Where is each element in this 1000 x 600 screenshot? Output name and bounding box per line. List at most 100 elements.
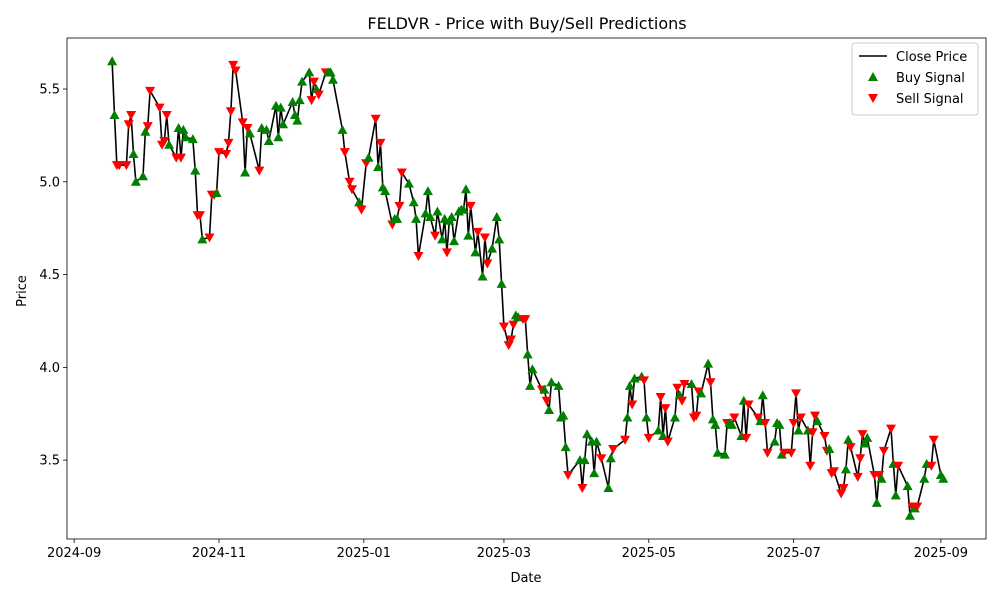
buy-signal-marker xyxy=(843,434,854,444)
sell-signal-marker xyxy=(893,461,904,471)
y-tick-label: 4.5 xyxy=(39,268,60,283)
buy-signal-marker xyxy=(774,419,785,429)
sell-signal-marker xyxy=(308,77,319,87)
sell-signal-marker xyxy=(228,60,239,70)
sell-signal-marker xyxy=(204,233,215,243)
buy-signal-marker xyxy=(938,473,949,483)
x-tick-label: 2025-03 xyxy=(477,546,531,561)
buy-signal-marker xyxy=(244,128,255,138)
buy-signal-marker xyxy=(890,490,901,500)
sell-signal-marker xyxy=(838,483,849,493)
buy-signal-marker xyxy=(470,247,481,257)
sell-signal-marker xyxy=(142,122,153,132)
buy-signal-marker xyxy=(653,425,664,435)
buy-signal-marker xyxy=(757,390,768,400)
sell-signal-marker xyxy=(508,320,519,330)
x-tick-label: 2025-01 xyxy=(337,546,391,561)
sell-signal-marker xyxy=(254,166,265,176)
buy-signal-marker xyxy=(553,380,564,390)
buy-signal-marker xyxy=(862,432,873,442)
sell-signal-marker xyxy=(339,148,350,158)
legend-sell-marker xyxy=(868,94,878,103)
buy-signal-marker xyxy=(363,152,374,162)
sell-signal-marker xyxy=(313,90,324,100)
legend: Close Price Buy Signal Sell Signal xyxy=(851,42,979,116)
sell-signal-marker xyxy=(520,315,531,325)
plot-area xyxy=(107,56,949,520)
sell-signal-marker xyxy=(225,107,236,117)
buy-signal-marker xyxy=(449,236,460,246)
buy-signal-marker xyxy=(392,213,403,223)
buy-signal-marker xyxy=(496,278,507,288)
sell-signal-marker xyxy=(114,161,125,171)
sell-signal-marker xyxy=(857,430,868,440)
axes: 2024-09 2024-11 2025-01 2025-03 2025-05 2025-… xyxy=(39,37,987,561)
sell-signal-marker xyxy=(807,428,818,438)
sell-signal-marker xyxy=(786,448,797,458)
buy-signal-marker xyxy=(211,187,222,197)
buy-signal-marker xyxy=(187,134,198,144)
buy-signal-marker xyxy=(491,212,502,222)
buy-signal-marker xyxy=(178,124,189,134)
sell-signal-marker xyxy=(679,380,690,390)
buy-signal-marker xyxy=(140,126,151,136)
sell-signal-marker xyxy=(123,120,134,130)
buy-signal-marker xyxy=(712,447,723,457)
sell-signal-marker xyxy=(760,419,771,429)
y-axis-label: Price xyxy=(15,275,30,307)
sell-signal-marker xyxy=(596,454,607,464)
sell-signal-marker xyxy=(741,433,752,443)
sell-signal-marker xyxy=(441,248,452,258)
buy-signal-marker xyxy=(373,161,384,171)
buy-signal-marker xyxy=(325,67,336,77)
buy-signal-marker xyxy=(422,186,433,196)
sell-signal-marker xyxy=(430,231,441,241)
sell-signal-marker xyxy=(691,411,702,421)
buy-signal-marker xyxy=(463,230,474,240)
buy-signal-marker xyxy=(437,234,448,244)
sell-signal-marker xyxy=(121,161,132,171)
sell-signal-marker xyxy=(396,168,407,178)
buy-signal-marker xyxy=(278,119,289,129)
sell-signal-marker xyxy=(154,103,165,113)
sell-signal-marker xyxy=(479,233,490,243)
buy-signal-marker xyxy=(403,178,414,188)
sell-signal-marker xyxy=(672,383,683,393)
sell-signal-marker xyxy=(878,446,889,456)
sell-signal-marker xyxy=(541,396,552,406)
buy-signal-marker xyxy=(261,124,272,134)
buy-signal-marker xyxy=(603,482,614,492)
buy-signal-marker xyxy=(494,234,505,244)
sell-signal-marker xyxy=(394,201,405,211)
sell-signal-marker xyxy=(577,483,588,493)
chart-title: FELDVR - Price with Buy/Sell Predictions xyxy=(367,14,686,33)
buy-signal-marker xyxy=(905,510,916,520)
buy-signal-marker xyxy=(128,148,139,158)
sell-signal-marker xyxy=(912,502,923,512)
buy-signal-marker xyxy=(107,56,118,66)
buy-signal-marker xyxy=(641,412,652,422)
buy-signal-marker xyxy=(190,165,201,175)
buy-signal-marker xyxy=(579,455,590,465)
sell-signal-marker xyxy=(472,227,483,237)
buy-signal-marker xyxy=(240,167,251,177)
sell-signal-marker xyxy=(627,400,638,410)
buy-signal-marker xyxy=(380,186,391,196)
buy-signal-marker xyxy=(624,380,635,390)
x-tick-label: 2024-11 xyxy=(192,546,246,561)
sell-signal-marker xyxy=(886,424,897,434)
buy-signal-marker xyxy=(582,429,593,439)
buy-signal-marker xyxy=(686,379,697,389)
buy-signal-marker xyxy=(354,197,365,207)
buy-signal-marker xyxy=(544,405,555,415)
buy-signal-marker xyxy=(859,438,870,448)
buy-signal-marker xyxy=(793,425,804,435)
buy-signal-marker xyxy=(824,444,835,454)
buy-signal-marker xyxy=(109,110,120,120)
buy-signal-marker xyxy=(292,115,303,125)
sell-signal-marker xyxy=(145,86,156,96)
sell-signal-marker xyxy=(482,259,493,269)
sell-signal-marker xyxy=(779,448,790,458)
buy-signal-marker xyxy=(180,132,191,142)
